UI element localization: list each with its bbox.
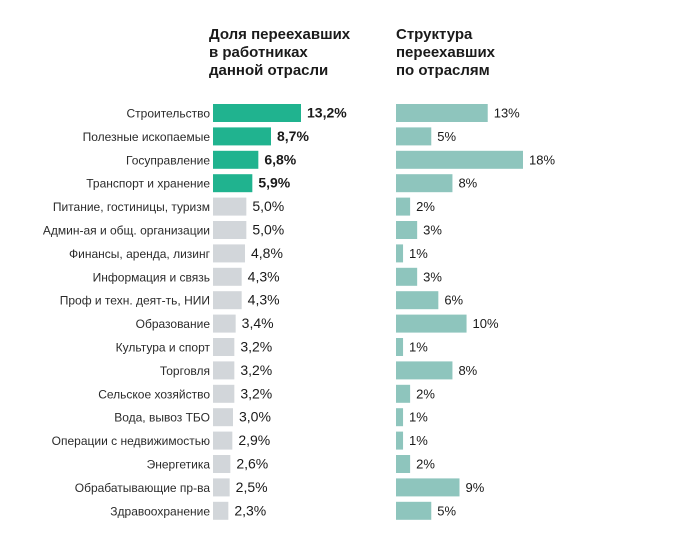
share-value-label: 5,0% (252, 198, 284, 214)
structure-bar (396, 291, 439, 310)
share-bar (213, 478, 230, 497)
category-label: Админ-ая и общ. организации (43, 224, 210, 238)
share-bar (213, 244, 245, 263)
share-value-label: 2,9% (238, 432, 270, 448)
category-label: Питание, гостиницы, туризм (53, 200, 210, 214)
structure-bar (396, 267, 418, 286)
category-label: Информация и связь (93, 270, 210, 284)
share-bar (213, 174, 253, 193)
category-label: Обрабатывающие пр-ва (75, 481, 211, 495)
structure-bar (396, 150, 523, 169)
panel2-title-line: по отраслям (396, 62, 490, 79)
panel1-title-line: данной отрасли (209, 62, 328, 79)
share-bar (213, 267, 242, 286)
share-value-label: 3,2% (240, 385, 272, 401)
category-label: Сельское хозяйство (98, 387, 210, 401)
share-bar (213, 338, 235, 356)
structure-value-label: 2% (416, 386, 435, 401)
category-label: Вода, вывоз ТБО (114, 411, 210, 425)
structure-bar (396, 221, 418, 239)
structure-value-label: 10% (473, 316, 499, 331)
structure-value-label: 13% (494, 106, 520, 121)
share-value-label: 4,3% (248, 268, 280, 284)
structure-value-label: 5% (437, 129, 456, 144)
structure-bar (396, 104, 488, 122)
category-label: Здравоохранение (110, 504, 210, 518)
structure-value-label: 8% (458, 176, 477, 191)
structure-bar (396, 361, 453, 380)
structure-value-label: 3% (423, 223, 442, 238)
structure-value-label: 9% (466, 480, 485, 495)
structure-bar (396, 408, 404, 427)
share-bar (213, 408, 233, 427)
share-value-label: 2,6% (236, 456, 268, 472)
share-value-label: 3,0% (239, 409, 271, 425)
panel2-title-line: переехавших (396, 44, 496, 61)
share-bar (213, 384, 235, 403)
category-label: Энергетика (147, 458, 211, 472)
structure-value-label: 1% (409, 340, 428, 355)
share-bar (213, 221, 247, 239)
share-bar (213, 150, 259, 169)
share-value-label: 13,2% (307, 105, 347, 121)
structure-bar (396, 244, 404, 263)
structure-bar (396, 384, 411, 403)
category-label: Проф и техн. деят-ть, НИИ (60, 294, 210, 308)
structure-bar (396, 197, 411, 216)
share-value-label: 3,2% (240, 339, 272, 355)
share-bar (213, 501, 229, 520)
share-value-label: 5,9% (258, 175, 290, 191)
share-bar (213, 455, 231, 473)
structure-bar (396, 478, 460, 497)
structure-value-label: 6% (444, 293, 463, 308)
structure-value-label: 2% (416, 199, 435, 214)
structure-bar (396, 314, 467, 333)
share-bar (213, 291, 242, 310)
structure-value-label: 3% (423, 269, 442, 284)
structure-bar (396, 455, 411, 473)
share-value-label: 3,4% (242, 315, 274, 331)
structure-bar (396, 338, 404, 356)
share-value-label: 4,8% (251, 245, 283, 261)
category-label: Культура и спорт (116, 341, 211, 355)
structure-bar (396, 501, 432, 520)
structure-value-label: 18% (529, 152, 555, 167)
structure-value-label: 1% (409, 246, 428, 261)
share-value-label: 8,7% (277, 128, 309, 144)
category-label: Финансы, аренда, лизинг (69, 247, 211, 261)
share-value-label: 4,3% (248, 292, 280, 308)
share-value-label: 6,8% (264, 151, 296, 167)
structure-value-label: 1% (409, 410, 428, 425)
structure-value-label: 2% (416, 457, 435, 472)
category-label: Госуправление (126, 153, 210, 167)
category-label: Полезные ископаемые (83, 130, 211, 144)
category-label: Торговля (160, 364, 210, 378)
structure-bar (396, 174, 453, 193)
share-value-label: 5,0% (252, 222, 284, 238)
structure-bar (396, 431, 404, 450)
panel2-title-line: Структура (396, 26, 473, 43)
share-bar (213, 314, 236, 333)
panel1-title-line: Доля переехавших (209, 26, 351, 43)
structure-bar (396, 127, 432, 146)
structure-value-label: 8% (458, 363, 477, 378)
structure-value-label: 5% (437, 503, 456, 518)
category-label: Образование (136, 317, 211, 331)
share-bar (213, 197, 247, 216)
share-bar (213, 431, 233, 450)
structure-value-label: 1% (409, 433, 428, 448)
share-bar (213, 104, 301, 122)
category-label: Операции с недвижимостью (52, 434, 210, 448)
category-label: Транспорт и хранение (86, 177, 210, 191)
panel1-title-line: в работниках (209, 44, 308, 61)
share-value-label: 2,5% (236, 479, 268, 495)
share-bar (213, 361, 235, 380)
share-value-label: 3,2% (240, 362, 272, 378)
category-label: Строительство (126, 107, 210, 121)
share-value-label: 2,3% (234, 502, 266, 518)
share-bar (213, 127, 271, 146)
